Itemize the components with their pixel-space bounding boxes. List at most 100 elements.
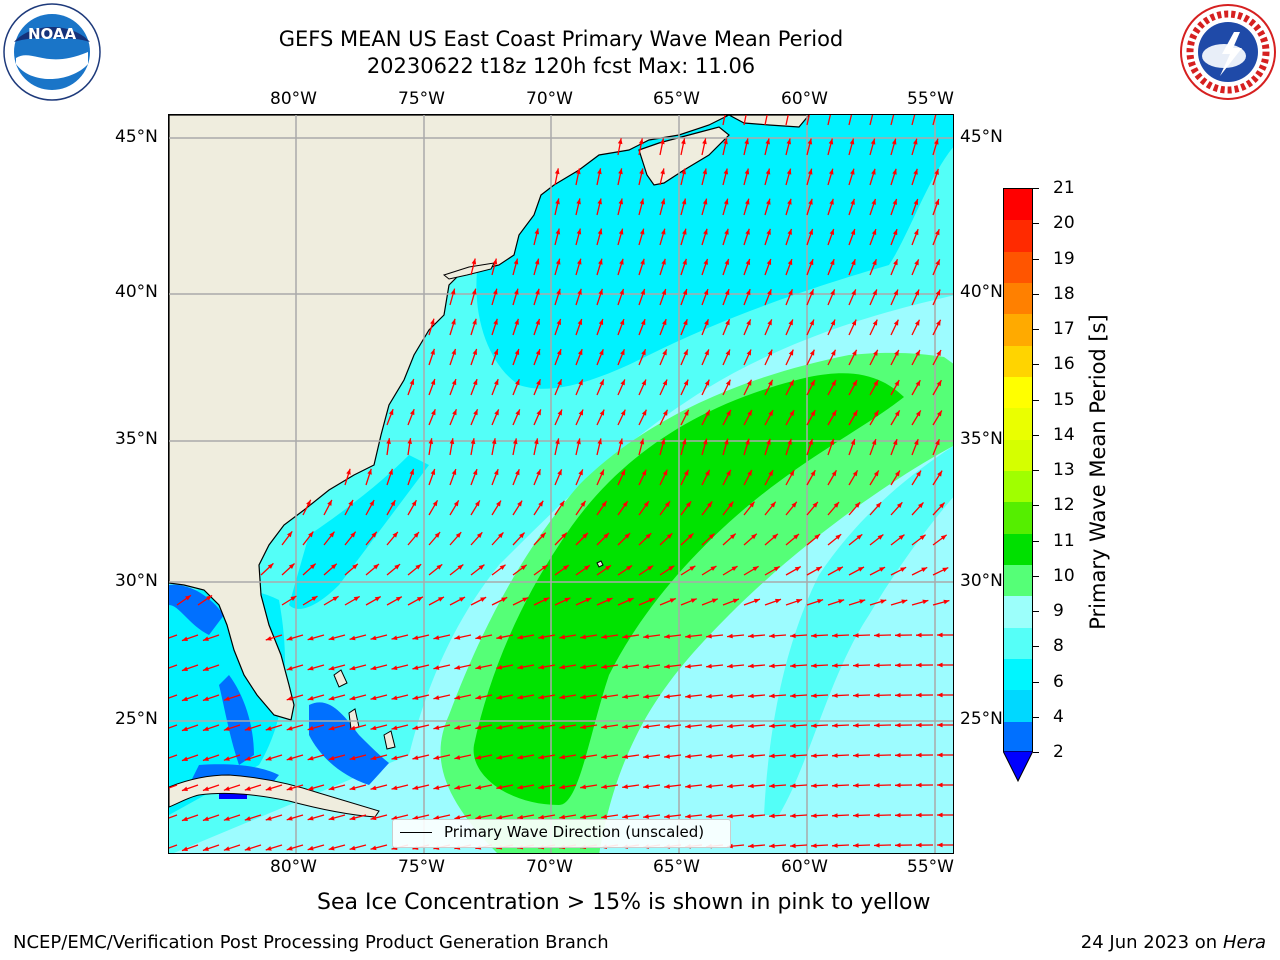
colorbar-tick-mark: [1033, 188, 1039, 189]
wave-arrow-head: [851, 259, 856, 266]
wave-arrow-head: [496, 500, 501, 507]
wave-arrow-head: [916, 722, 922, 728]
wave-arrow-head: [851, 289, 856, 296]
wave-arrow-head: [202, 726, 209, 731]
wave-arrow-head: [790, 633, 796, 639]
wave-arrow-head: [436, 564, 443, 570]
wave-arrow-head: [702, 198, 708, 205]
wave-arrow-head: [830, 289, 835, 296]
wave-arrow-head: [470, 438, 476, 445]
colorbar-segment: [1004, 314, 1032, 347]
wave-arrow-head: [555, 258, 561, 265]
wave-arrow-head: [577, 349, 583, 356]
wave-arrow: [806, 115, 810, 126]
wave-arrow-head: [412, 635, 419, 640]
wave-arrow-head: [790, 723, 796, 729]
wave-arrow-head: [874, 842, 880, 848]
wave-arrow-head: [496, 784, 503, 790]
wave-arrow-head: [788, 289, 793, 296]
wave-arrow-head: [559, 664, 566, 670]
wave-arrow-head: [748, 693, 754, 699]
lon-label-top-60w: 60°W: [781, 89, 828, 109]
wave-arrow-head: [937, 470, 943, 477]
wave-arrow-head: [853, 783, 859, 788]
wave-arrow-head: [664, 814, 670, 819]
wave-arrow: [764, 115, 768, 126]
wave-arrow-head: [851, 319, 857, 326]
wave-arrow-head: [877, 534, 884, 540]
wave-arrow-head: [332, 596, 339, 602]
wave-arrow-head: [349, 785, 356, 791]
map-title-line1: GEFS MEAN US East Coast Primary Wave Mea…: [278, 27, 844, 51]
wave-period-map[interactable]: [168, 114, 954, 854]
wave-arrow-head: [599, 379, 604, 386]
wave-arrow-head: [916, 632, 922, 638]
wave-arrow-head: [327, 499, 332, 506]
lat-label-right-25n: 25°N: [960, 709, 1003, 729]
wave-arrow-head: [430, 318, 435, 325]
wave-arrow-head: [681, 198, 687, 205]
colorbar-label: Primary Wave Mean Period [s]: [1086, 314, 1110, 630]
wave-arrow-head: [811, 633, 817, 638]
wave-arrow-head: [769, 813, 775, 819]
map-title-line2: 20230622 t18z 120h fcst Max: 11.06: [366, 54, 756, 78]
wave-arrow-head: [514, 349, 520, 356]
wave-arrow-head: [706, 693, 712, 699]
bermuda-island: [596, 560, 604, 568]
wave-arrow-head: [306, 499, 311, 506]
wave-arrow-head: [662, 469, 668, 476]
wave-arrow-head: [685, 693, 691, 699]
wave-arrow-head: [940, 534, 947, 541]
wave-arrow-head: [874, 722, 880, 728]
wave-arrow-head: [346, 468, 351, 475]
wave-arrow-head: [790, 663, 796, 669]
wave-arrow-head: [787, 259, 793, 266]
wave-arrow-head: [459, 597, 466, 602]
colorbar-tick-label: 10: [1053, 565, 1075, 586]
wave-arrow-head: [669, 598, 676, 603]
wave-arrow-head: [934, 168, 939, 175]
wave-arrow-head: [711, 598, 718, 604]
wave-arrow-head: [723, 138, 728, 145]
colorbar-tick-mark: [1033, 399, 1039, 401]
wave-arrow-head: [703, 258, 708, 265]
wave-arrow-head: [793, 534, 799, 540]
wave-arrow-head: [747, 469, 752, 476]
wave-arrow-head: [451, 318, 456, 325]
colorbar-tick-label: 17: [1053, 319, 1075, 339]
wave-arrow-head: [496, 754, 503, 760]
wave-arrow-head: [645, 533, 652, 539]
wave-arrow-head: [515, 409, 520, 416]
wave-arrow-head: [639, 228, 645, 235]
footer-date-host: 24 Jun 2023 on Hera: [1081, 932, 1266, 953]
colorbar-tick-label: 6: [1053, 671, 1064, 692]
wave-arrow-head: [517, 724, 524, 730]
wave-arrow-head: [852, 470, 858, 477]
wave-arrow-head: [724, 228, 729, 235]
wave-arrow-head: [536, 379, 541, 386]
wave-arrow-head: [559, 784, 566, 790]
wave-arrow-head: [643, 754, 649, 759]
wave-arrow-head: [727, 723, 733, 729]
wave-arrow-head: [749, 501, 755, 508]
map-canvas: [169, 115, 953, 853]
wave-arrow-head: [872, 259, 877, 266]
wave-arrow-head: [811, 693, 817, 698]
wave-arrow-head: [660, 198, 666, 205]
wave-arrow-head: [564, 597, 571, 603]
wave-arrow-head: [618, 198, 624, 205]
lon-label-bottom-80w: 80°W: [270, 857, 317, 877]
wave-arrow-head: [540, 532, 546, 539]
wave-arrow-head: [411, 500, 417, 507]
wave-arrow-head: [724, 438, 729, 445]
wave-arrow-head: [937, 692, 943, 698]
wave-arrow-head: [893, 259, 898, 266]
wave-arrow-head: [599, 409, 605, 416]
wave-arrow-head: [556, 318, 561, 325]
wave-arrow-head: [921, 567, 928, 572]
wave-arrow-head: [622, 814, 628, 819]
wave-arrow-head: [916, 692, 922, 698]
wave-arrow-head: [643, 724, 649, 729]
wave-arrow-head: [815, 566, 822, 572]
wave-arrow-head: [829, 259, 835, 266]
